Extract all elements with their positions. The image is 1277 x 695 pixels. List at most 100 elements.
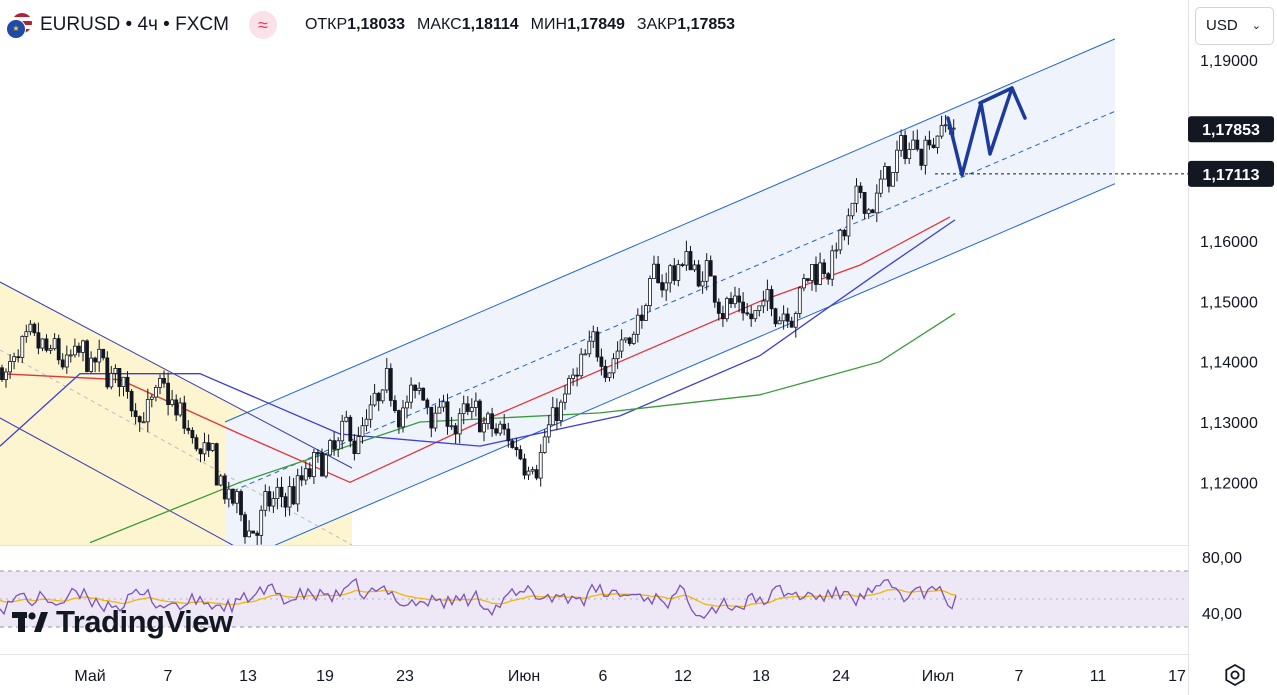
candle-body	[433, 412, 438, 429]
candle-body	[858, 185, 863, 193]
price-pane	[0, 38, 1188, 545]
candle-body	[97, 348, 102, 363]
candle-body	[137, 416, 142, 423]
candle-body	[473, 400, 478, 408]
tradingview-logo[interactable]: TradingView	[12, 604, 233, 640]
close-value: 1,17853	[677, 16, 736, 33]
candle-body	[457, 413, 462, 435]
candle-body	[145, 398, 150, 423]
candle-body	[623, 337, 628, 341]
candle-body	[234, 491, 239, 504]
candle-body	[465, 403, 470, 412]
candle-body	[802, 278, 806, 289]
candle-body	[368, 404, 373, 420]
candle-body	[502, 423, 507, 430]
candle-body	[514, 447, 519, 450]
candle-body	[0, 367, 4, 380]
time-axis: Май 7 13 19 23 Июн 6 12 18 24 Июл 7 11 17	[74, 668, 1186, 685]
symbol-header: ★ EURUSD • 4ч • FXCM ≈ ОТКР 1,18033 МАКС…	[6, 6, 743, 44]
tradingview-logo-icon	[12, 612, 48, 632]
candle-body	[170, 399, 175, 405]
candle-body	[591, 331, 596, 342]
price-labels: 1,17853 1,17113	[1188, 116, 1274, 187]
chevron-down-icon: ⌄	[1251, 20, 1261, 32]
candle-body	[198, 448, 203, 455]
candle-body	[708, 260, 713, 277]
candle-body	[453, 425, 458, 435]
candle-body	[704, 260, 709, 282]
candle-body	[555, 407, 559, 422]
candle-body	[81, 340, 85, 353]
price-label-box	[1188, 116, 1274, 143]
candle-body	[320, 452, 324, 477]
candle-body	[315, 452, 320, 454]
candle-body	[85, 340, 89, 372]
candle-body	[295, 475, 300, 505]
low-value: 1,17849	[567, 16, 625, 33]
candle-body	[77, 345, 81, 353]
candle-body	[303, 468, 308, 481]
price-tick: 1,12000	[1200, 475, 1258, 492]
candle-body	[846, 215, 851, 237]
candle-body	[405, 401, 409, 409]
approx-icon[interactable]: ≈	[248, 11, 277, 39]
time-tick: 19	[316, 668, 334, 685]
candle-body	[834, 249, 839, 252]
candle-body	[283, 496, 288, 508]
time-tick: 11	[1090, 668, 1107, 685]
candle-body	[769, 289, 774, 310]
candle-body	[729, 298, 733, 304]
candle-body	[28, 323, 33, 333]
candle-body	[640, 314, 644, 321]
candle-body	[392, 400, 397, 412]
candle-body	[36, 332, 41, 349]
currency-select[interactable]: USD ⌄	[1195, 7, 1274, 45]
candle-body	[631, 333, 636, 344]
candle-body	[737, 295, 741, 303]
price-label: 1,17853	[1202, 122, 1260, 139]
candle-body	[93, 357, 97, 363]
candle-body	[12, 356, 17, 362]
candle-body	[437, 406, 442, 414]
candle-body	[125, 376, 130, 392]
candle-body	[52, 338, 57, 350]
candle-body	[445, 401, 450, 427]
candle-body	[546, 424, 551, 438]
candle-body	[838, 229, 843, 251]
candle-body	[409, 384, 414, 403]
forecast-arrow	[946, 86, 1027, 177]
candle-body	[907, 149, 912, 160]
candle-body	[16, 356, 21, 359]
gear-icon[interactable]	[1222, 662, 1248, 688]
candle-body	[376, 392, 381, 402]
candle-body	[4, 371, 8, 380]
candle-body	[68, 354, 73, 357]
candle-body	[64, 354, 69, 368]
rsi-tick: 80,00	[1202, 550, 1242, 567]
candle-body	[32, 323, 37, 334]
candle-body	[644, 305, 648, 321]
candle-body	[230, 488, 235, 504]
candle-body	[777, 320, 782, 325]
candle-body	[328, 440, 333, 456]
channel-lines	[0, 38, 1116, 545]
candle-body	[656, 263, 660, 284]
candle-body	[372, 392, 377, 406]
candle-body	[311, 452, 316, 478]
candle-body	[210, 443, 215, 451]
candle-body	[153, 386, 158, 398]
open-value: 1,18033	[347, 16, 406, 33]
candle-body	[607, 372, 612, 378]
candle-body	[388, 368, 393, 401]
candle-body	[109, 372, 114, 388]
candle-body	[692, 264, 697, 271]
symbol-title[interactable]: EURUSD • 4ч • FXCM	[40, 14, 229, 35]
candle-body	[826, 273, 831, 280]
candle-body	[919, 148, 924, 166]
candle-body	[279, 486, 284, 498]
candle-body	[48, 348, 53, 351]
candle-body	[267, 491, 272, 507]
candle-body	[243, 514, 247, 538]
candle-body	[761, 300, 766, 307]
